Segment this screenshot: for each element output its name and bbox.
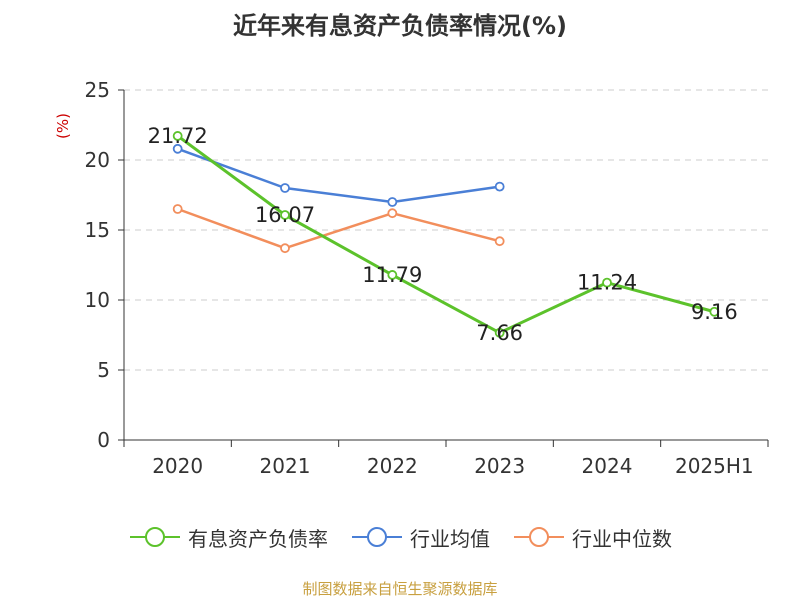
data-label: 9.16 [691, 300, 738, 324]
data-label: 11.24 [577, 271, 637, 295]
y-tick-label: 5 [97, 358, 110, 382]
data-label: 7.66 [476, 321, 523, 345]
data-point [387, 270, 398, 280]
data-label: 16.07 [255, 203, 315, 227]
data-point [172, 131, 183, 141]
legend-swatch-icon [130, 527, 180, 547]
data-point [280, 183, 290, 193]
data-point [602, 277, 612, 288]
y-axis-label: (%) [54, 113, 72, 139]
legend: 有息资产负债率 行业均值 行业中位数 [0, 520, 800, 554]
legend-item[interactable]: 行业中位数 [512, 523, 672, 552]
source-note: 制图数据来自恒生聚源数据库 [302, 580, 498, 598]
x-tick-label: 2024 [582, 454, 633, 478]
x-tick-label: 2022 [367, 454, 418, 478]
series-line [176, 134, 715, 335]
x-tick-label: 2025H1 [675, 454, 754, 478]
data-point [494, 181, 505, 192]
x-tick-label: 2020 [152, 454, 203, 478]
data-point [387, 197, 398, 207]
legend-item[interactable]: 有息资产负债率 [128, 523, 328, 552]
data-label: 11.79 [362, 263, 422, 287]
data-point [387, 208, 398, 219]
legend-label: 有息资产负债率 [188, 526, 328, 551]
series-line [177, 147, 500, 204]
y-tick-label: 15 [85, 218, 110, 242]
x-tick-label: 2023 [474, 454, 525, 478]
data-point [172, 143, 183, 154]
legend-swatch-icon [352, 527, 402, 547]
chart-title: 近年来有息资产负债率情况(%) [233, 12, 567, 40]
data-point [280, 243, 290, 254]
legend-swatch-icon [514, 527, 564, 547]
y-tick-label: 20 [85, 148, 110, 172]
x-tick-label: 2021 [260, 454, 311, 478]
legend-item[interactable]: 行业均值 [350, 523, 490, 552]
y-tick-label: 25 [85, 78, 110, 102]
y-tick-label: 0 [97, 428, 110, 452]
data-point [494, 327, 505, 338]
data-point [172, 204, 183, 214]
data-point [494, 236, 505, 247]
y-tick-label: 10 [85, 288, 110, 312]
legend-label: 行业中位数 [572, 526, 672, 551]
legend-label: 行业均值 [410, 526, 490, 551]
data-point [709, 306, 720, 317]
data-point [280, 210, 290, 220]
data-label: 21.72 [148, 124, 208, 148]
series-line [177, 207, 500, 250]
